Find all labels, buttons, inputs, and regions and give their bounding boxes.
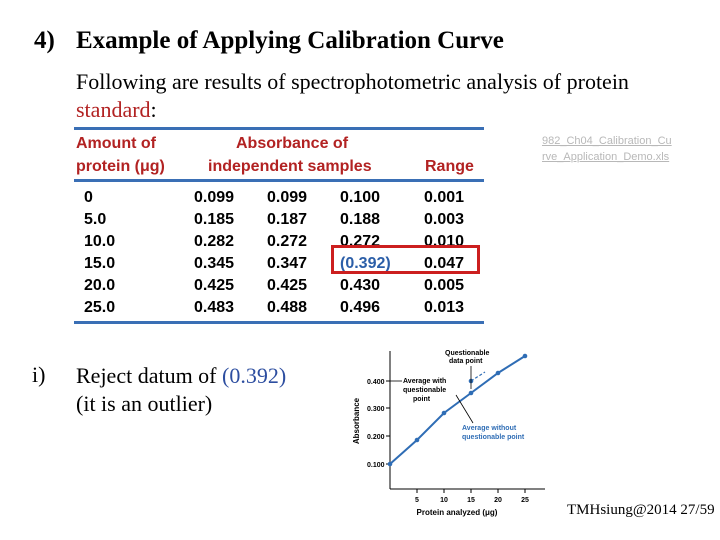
cell-abs-3: 0.430 [340, 277, 381, 294]
cell-range: 0.005 [424, 277, 465, 294]
header-amount-1: Amount of [76, 135, 156, 152]
header-amount-2: protein (μg) [76, 158, 165, 175]
table-rule-bottom [74, 321, 484, 324]
graph-ylabel: Absorbance [352, 397, 361, 444]
cell-abs-2: 0.488 [267, 299, 308, 316]
calibration-graph: Absorbance 0.400 0.300 0.200 0.100 5 10 … [352, 350, 545, 517]
ytick-label: 0.100 [367, 462, 385, 469]
header-absorbance-2: independent samples [208, 158, 372, 175]
cell-abs-2: 0.187 [267, 211, 308, 228]
xtick-label: 20 [494, 497, 502, 504]
ann-avg-with-3: point [413, 396, 431, 403]
slide-title: 4) Example of Applying Calibration Curve [34, 27, 504, 55]
data-point [414, 437, 420, 443]
cell-abs-3: 0.188 [340, 211, 381, 228]
outlier-highlight-box [331, 245, 480, 274]
cell-abs-1: 0.483 [194, 299, 235, 316]
table-row: 15.0 0.345 0.347 (0.392) 0.047 [74, 255, 484, 277]
ann-arrow-without [455, 394, 474, 424]
cell-abs-1: 0.185 [194, 211, 235, 228]
reject-prefix: Reject datum of [76, 363, 223, 388]
data-point [387, 461, 393, 467]
cell-abs-3: 0.100 [340, 189, 381, 206]
ann-avg-without-1: Average without [462, 425, 517, 432]
xtick-label: 5 [415, 497, 419, 504]
reject-value: (0.392) [222, 363, 287, 388]
cell-abs-1: 0.425 [194, 277, 235, 294]
xtick-label: 10 [440, 497, 448, 504]
cell-amount: 25.0 [84, 299, 116, 316]
slide-number: 4) [34, 27, 55, 54]
cell-abs-1: 0.282 [194, 233, 235, 250]
cell-abs-2: 0.099 [267, 189, 308, 206]
data-point [495, 370, 501, 376]
data-point [468, 390, 474, 396]
cell-abs-3-questionable: (0.392) [340, 255, 391, 272]
reject-reason: (it is an outlier) [76, 391, 213, 416]
cell-range: 0.047 [424, 255, 465, 272]
fit-line-without [389, 355, 526, 465]
reject-label: i) [32, 362, 46, 387]
data-point [441, 410, 447, 416]
fit-line-with [470, 371, 486, 382]
header-absorbance-1: Absorbance of [236, 135, 349, 152]
table-rule-mid [74, 179, 484, 182]
intro-text: Following are results of spectrophotomet… [76, 69, 629, 94]
cell-range: 0.013 [424, 299, 465, 316]
ytick-label: 0.400 [367, 379, 385, 386]
graph-xlabel: Protein analyzed (μg) [417, 508, 498, 517]
ann-questionable-1: Questionable [445, 350, 489, 357]
header-range: Range [425, 158, 474, 175]
spreadsheet-link[interactable]: 982_Ch04_Calibration_Curve_Application_D… [542, 135, 672, 163]
reject-text: Reject datum of (0.392) (it is an outlie… [76, 362, 336, 418]
table-rule-top [74, 127, 484, 130]
table-row: 5.0 0.185 0.187 0.188 0.003 [74, 211, 484, 233]
cell-amount: 10.0 [84, 233, 116, 250]
cell-abs-3: 0.496 [340, 299, 381, 316]
cell-abs-2: 0.425 [267, 277, 308, 294]
cell-amount: 5.0 [84, 211, 107, 228]
cell-amount: 0 [84, 189, 93, 206]
ann-avg-with-1: Average with [403, 378, 446, 385]
intro-colon: : [150, 97, 157, 122]
table-row: 20.0 0.425 0.425 0.430 0.005 [74, 277, 484, 299]
cell-abs-1: 0.099 [194, 189, 235, 206]
table-row: 25.0 0.483 0.488 0.496 0.013 [74, 299, 484, 321]
data-point [522, 353, 528, 359]
xtick-label: 15 [467, 497, 475, 504]
cell-abs-2: 0.347 [267, 255, 308, 272]
intro-highlight: standard [76, 97, 151, 122]
cell-amount: 20.0 [84, 277, 116, 294]
xtick-label: 25 [521, 497, 529, 504]
cell-amount: 15.0 [84, 255, 116, 272]
cell-abs-1: 0.345 [194, 255, 235, 272]
slide-title-text: Example of Applying Calibration Curve [76, 27, 504, 54]
footer-credit: TMHsiung@2014 27/59 [567, 502, 715, 518]
intro-paragraph: Following are results of spectrophotomet… [76, 68, 706, 124]
cell-range: 0.001 [424, 189, 465, 206]
ytick-label: 0.200 [367, 434, 385, 441]
table-row: 0 0.099 0.099 0.100 0.001 [74, 189, 484, 211]
cell-abs-2: 0.272 [267, 233, 308, 250]
data-table: Amount of protein (μg) Absorbance of ind… [74, 127, 484, 325]
ann-avg-with-2: questionable [403, 387, 446, 394]
cell-range: 0.003 [424, 211, 465, 228]
ann-avg-without-2: questionable point [462, 434, 525, 441]
ytick-label: 0.300 [367, 406, 385, 413]
ann-questionable-2: data point [449, 358, 483, 365]
